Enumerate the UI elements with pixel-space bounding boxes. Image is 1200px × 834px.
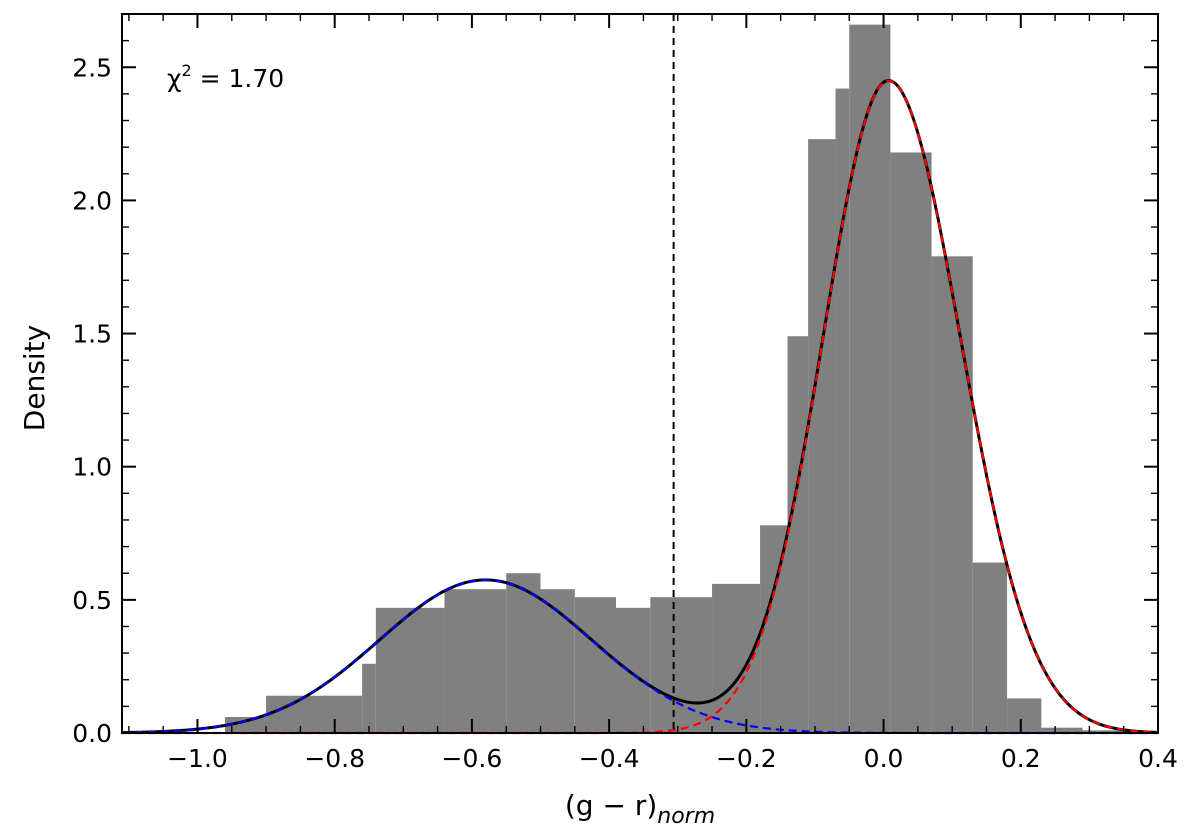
x-tick-label: −1.0 — [167, 744, 228, 773]
x-tick-label: 0.4 — [1138, 744, 1178, 773]
x-tick-label: −0.2 — [716, 744, 777, 773]
x-tick-label: −0.8 — [304, 744, 365, 773]
y-tick-label: 0.0 — [72, 719, 112, 748]
x-axis-label: (g − r)norm — [565, 789, 715, 829]
histogram-bar — [787, 336, 809, 733]
histogram-bar — [375, 607, 445, 733]
y-tick-label: 1.0 — [72, 453, 112, 482]
y-tick-label: 1.5 — [72, 320, 112, 349]
histogram-bar — [835, 88, 850, 733]
y-tick-label: 0.5 — [72, 586, 112, 615]
x-tick-labels: −1.0 −0.8 −0.6 −0.4 −0.2 0.0 0.2 0.4 — [167, 744, 1178, 773]
histogram-bar — [362, 663, 376, 733]
axis-ticks — [122, 13, 1159, 734]
plot-frame — [121, 13, 1159, 734]
histogram-bar — [890, 152, 932, 734]
histogram-bar — [444, 589, 507, 733]
x-tick-label: −0.6 — [442, 744, 503, 773]
y-tick-labels: 0.0 0.5 1.0 1.5 2.0 2.5 — [72, 53, 112, 748]
histogram-bar — [615, 607, 651, 733]
y-tick-label: 2.5 — [72, 53, 112, 82]
histogram-bar — [931, 256, 973, 733]
histogram-bar — [1041, 727, 1083, 733]
histogram-bar — [1082, 730, 1131, 733]
histogram-bar — [506, 573, 541, 733]
histogram-bar — [266, 695, 363, 733]
histogram-bar — [808, 139, 836, 734]
x-tick-label: 0.0 — [864, 744, 904, 773]
histogram-bar — [1007, 698, 1042, 733]
y-tick-label: 2.0 — [72, 186, 112, 215]
histogram-bar — [224, 717, 267, 733]
histogram-bar — [972, 562, 1008, 733]
y-axis-label: Density — [18, 325, 51, 431]
histogram-bar — [650, 597, 713, 733]
x-tick-label: 0.2 — [1001, 744, 1041, 773]
histogram-bar — [849, 24, 891, 733]
histogram-bars — [224, 24, 1131, 734]
chi-square-annotation: χ2 = 1.70 — [167, 61, 284, 93]
histogram-bar — [574, 597, 616, 733]
x-tick-label: −0.4 — [579, 744, 640, 773]
